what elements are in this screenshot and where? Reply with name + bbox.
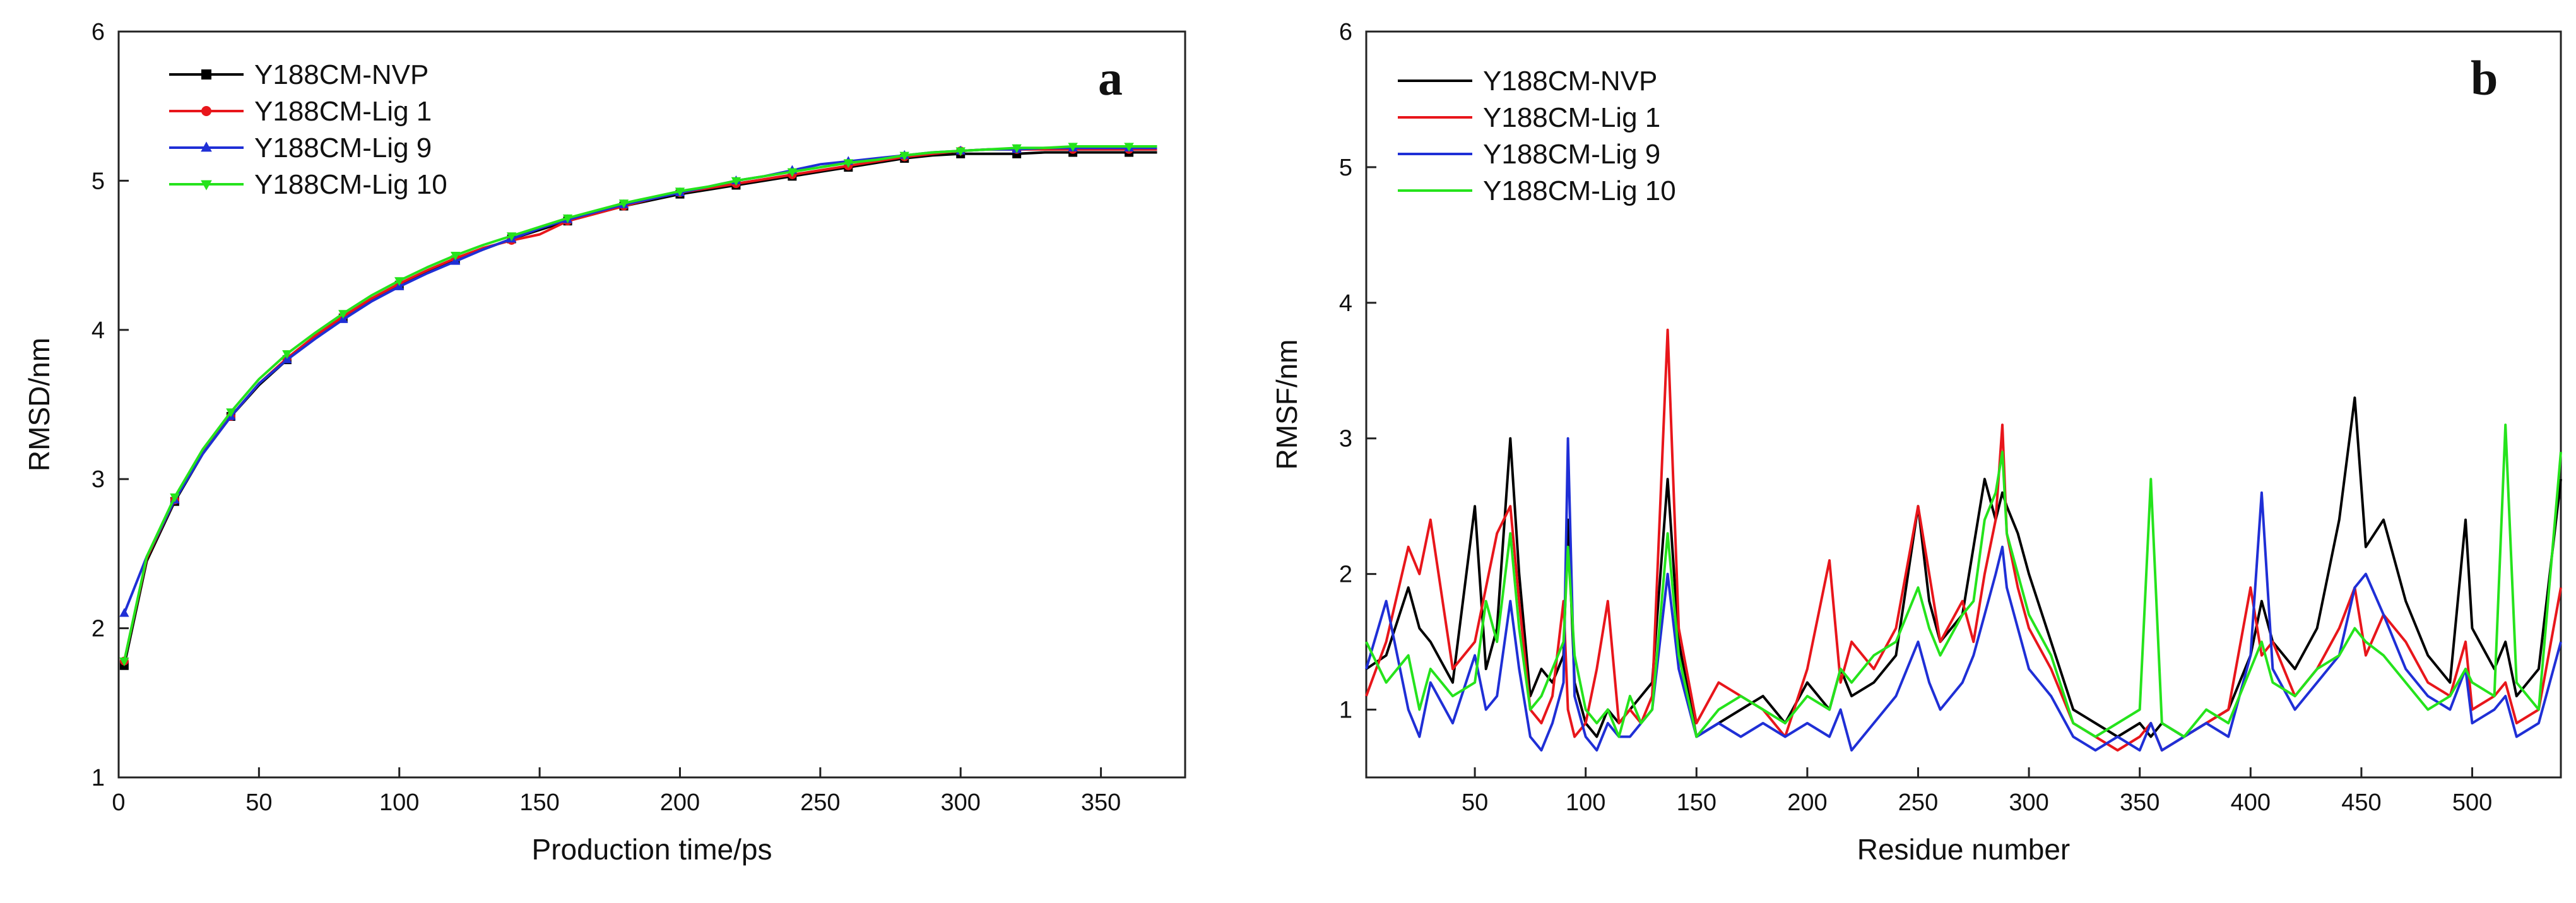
- x-tick-label: 150: [1677, 789, 1716, 816]
- y-tick-label: 4: [92, 317, 105, 344]
- x-tick-label: 100: [1566, 789, 1605, 816]
- series-line-0: [122, 151, 1157, 666]
- series-line-2: [1365, 437, 2562, 752]
- y-tick-label: 6: [92, 19, 105, 45]
- x-tick-label: 300: [2009, 789, 2048, 816]
- x-tick-label: 150: [519, 789, 559, 816]
- data-point: [1068, 143, 1078, 152]
- y-tick-label: 1: [1339, 697, 1352, 724]
- y-tick-label: 2: [92, 616, 105, 642]
- data-point: [1012, 144, 1022, 153]
- legend-label: Y188CM-NVP: [254, 59, 428, 90]
- panel-a: 0 50 100 150 200 250 300 350 1 2 3 4 5 6 Production ti…: [23, 19, 1186, 866]
- data-point: [170, 493, 180, 502]
- legend: Y188CM-NVP Y188CM-Lig 1 Y188CM-Lig 9 Y188CM…: [169, 59, 447, 200]
- data-point: [787, 168, 798, 177]
- series-line-3: [122, 145, 1157, 662]
- x-tick-label: 0: [112, 789, 125, 816]
- y-tick-label: 3: [92, 466, 105, 493]
- y-tick-label: 1: [92, 765, 105, 791]
- series-line-1: [1365, 328, 2562, 752]
- data-point: [450, 252, 461, 261]
- legend-label: Y188CM-Lig 10: [254, 169, 447, 200]
- data-point: [119, 658, 129, 667]
- data-point: [226, 408, 236, 418]
- legend-marker: [201, 106, 211, 116]
- legend-label: Y188CM-Lig 10: [1483, 175, 1676, 206]
- panel-letter: b: [2471, 50, 2498, 105]
- data-point: [618, 199, 629, 209]
- legend-label: Y188CM-Lig 1: [254, 96, 432, 127]
- x-tick-label: 50: [1462, 789, 1488, 816]
- x-tick-label: 100: [379, 789, 419, 816]
- y-tick-label: 4: [1339, 290, 1352, 317]
- x-tick-label: 450: [2341, 789, 2381, 816]
- x-tick-label: 350: [2120, 789, 2159, 816]
- x-tick-label: 200: [1787, 789, 1827, 816]
- legend-label: Y188CM-NVP: [1483, 66, 1657, 97]
- legend-marker: [201, 180, 212, 191]
- x-tick-label: 250: [800, 789, 840, 816]
- y-tick-label: 5: [1339, 155, 1352, 181]
- y-axis-title: RMSD/nm: [23, 338, 56, 471]
- y-tick-label: 5: [92, 168, 105, 194]
- series-line-1: [122, 148, 1157, 662]
- x-tick-label: 200: [660, 789, 700, 816]
- legend-marker: [201, 141, 212, 152]
- data-point: [506, 232, 517, 242]
- data-point: [675, 187, 685, 197]
- data-point: [843, 159, 854, 168]
- y-tick-label: 2: [1339, 562, 1352, 588]
- data-point: [338, 310, 348, 319]
- x-tick-label: 350: [1081, 789, 1121, 816]
- x-tick-label: 250: [1898, 789, 1938, 816]
- legend-label: Y188CM-Lig 9: [254, 133, 432, 163]
- x-tick-label: 400: [2231, 789, 2271, 816]
- data-point: [899, 151, 909, 161]
- x-tick-label: 50: [245, 789, 272, 816]
- legend-label: Y188CM-Lig 1: [1483, 102, 1660, 133]
- panel-letter: a: [1098, 50, 1123, 105]
- series-line-2: [123, 146, 1157, 614]
- legend-label: Y188CM-Lig 9: [1483, 139, 1660, 170]
- x-tick-label: 300: [941, 789, 981, 816]
- x-axis-title: Production time/ps: [532, 833, 772, 866]
- y-tick-label: 6: [1339, 19, 1352, 45]
- y-axis-title: RMSF/nm: [1270, 339, 1303, 470]
- data-point: [119, 608, 129, 617]
- plot-frame: [1365, 30, 2562, 779]
- legend-marker: [201, 69, 211, 80]
- data-point: [1124, 143, 1134, 152]
- y-tick-label: 3: [1339, 426, 1352, 452]
- data-point: [394, 277, 405, 286]
- panel-b: 50 100 150 200 250 300 350 400 450 500 1 2 3 4 5 6 Resid…: [1270, 19, 2562, 866]
- series-line-3: [1365, 423, 2562, 738]
- data-point: [955, 147, 966, 156]
- x-axis-title: Residue number: [1857, 833, 2071, 866]
- data-point: [731, 177, 741, 186]
- plot-frame: [117, 30, 1186, 779]
- data-point: [282, 350, 292, 360]
- data-point: [562, 214, 573, 223]
- x-tick-label: 500: [2452, 789, 2492, 816]
- legend: Y188CM-NVP Y188CM-Lig 1 Y188CM-Lig 9 Y188CM…: [1398, 66, 1676, 206]
